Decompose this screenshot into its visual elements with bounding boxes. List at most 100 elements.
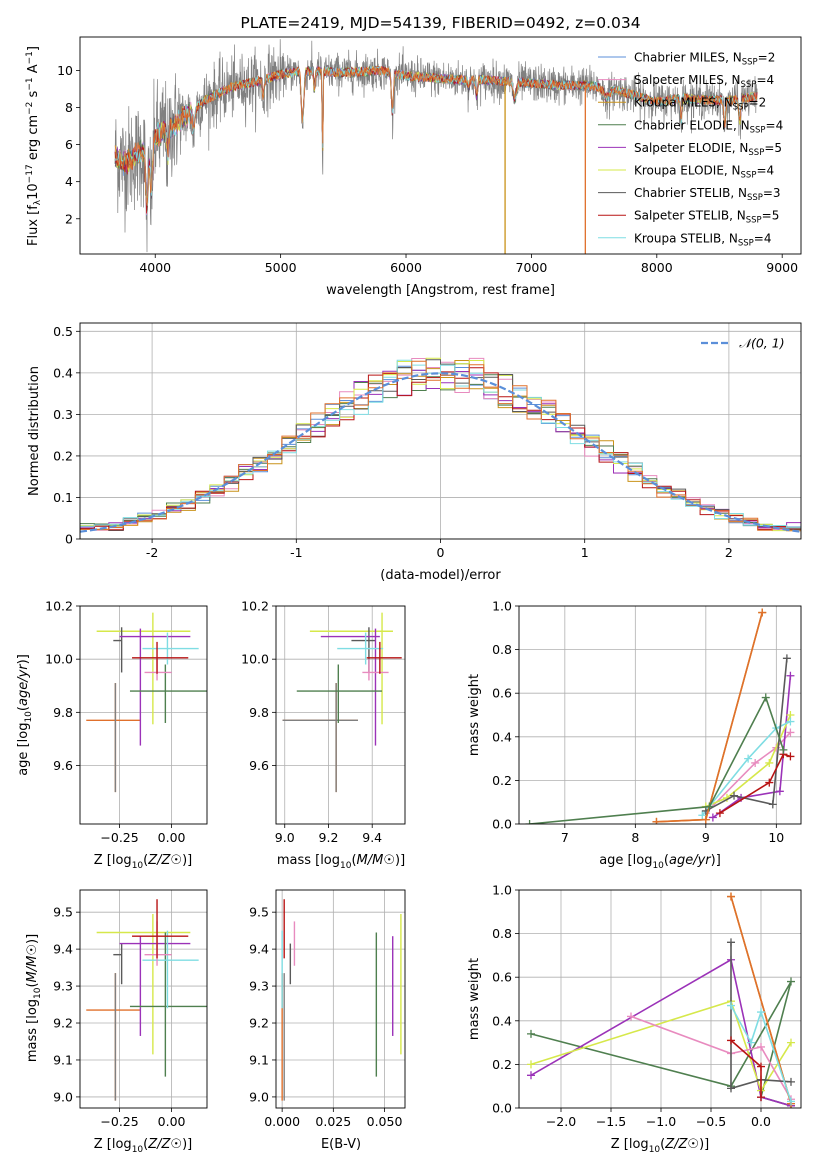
plot-area-weight-Z — [519, 890, 801, 1108]
x-tick-label: 5000 — [265, 260, 297, 275]
y-tick-label: 4 — [65, 174, 73, 189]
x-tick-label: −2.0 — [546, 1114, 576, 1129]
y-axis-label: age [log10(age/yr)] — [16, 654, 34, 776]
y-tick-label: 9.5 — [53, 905, 73, 920]
y-tick-label: 9.3 — [249, 979, 269, 994]
y-tick-label: 0.5 — [53, 324, 73, 339]
axes-frame — [275, 605, 406, 825]
x-tick-label: 2 — [725, 545, 733, 560]
x-tick-label: −0.25 — [100, 1114, 138, 1129]
weight-marker — [715, 809, 724, 818]
y-axis-label: mass weight — [467, 958, 482, 1040]
weight-series-line — [730, 896, 792, 1104]
y-tick-label: 0.4 — [53, 365, 73, 380]
weight-marker — [727, 1036, 735, 1045]
spectrum-model-line — [114, 65, 758, 206]
y-tick-label: 0.4 — [492, 729, 512, 744]
y-tick-label: 9.8 — [53, 705, 73, 720]
weight-series-line — [719, 753, 791, 814]
x-tick-label: 0.000 — [264, 1114, 300, 1129]
y-tick-label: 10.2 — [45, 599, 73, 614]
weight-marker — [705, 802, 714, 811]
plot-area-mass-Z — [80, 890, 207, 1108]
y-tick-label: 0.8 — [492, 642, 512, 657]
weight-series-line — [530, 1000, 792, 1093]
weight-marker — [787, 1097, 795, 1106]
legend-label: Salpeter MILES, NSSP=4 — [634, 73, 774, 90]
plot-area-spectrum — [114, 39, 758, 254]
x-axis-label: mass [log10(M/M☉)] — [277, 853, 405, 871]
y-tick-label: 6 — [65, 137, 73, 152]
x-tick-label: 8000 — [641, 260, 673, 275]
y-tick-label: 9.0 — [249, 1089, 269, 1104]
x-axis-label: (data-model)/error — [380, 568, 501, 583]
y-tick-label: 9.6 — [53, 758, 73, 773]
x-tick-label: −1.0 — [646, 1114, 676, 1129]
weight-marker — [787, 1038, 795, 1047]
y-tick-label: 0.2 — [53, 448, 73, 463]
x-tick-label: 1 — [581, 545, 589, 560]
axes-residuals: -2 -1 0 1 2 0 0.1 0.2 0.3 0.4 0.5 𝒩(0, 1) — [53, 322, 802, 560]
x-axis-label: Z [log10(Z/Z☉)] — [94, 853, 192, 871]
y-tick-label: 0 — [65, 532, 73, 547]
axes-mass-Z: −0.25 0.00 9.0 9.1 9.2 9.3 9.4 9.5 — [53, 889, 208, 1129]
legend-label: Kroupa MILES, NSSP=2 — [634, 96, 766, 113]
weight-marker — [768, 800, 777, 809]
weight-marker — [744, 754, 753, 763]
y-tick-label: 9.8 — [249, 705, 269, 720]
x-axis-label: Z [log10(Z/Z☉)] — [611, 1137, 709, 1155]
weight-marker — [708, 813, 717, 822]
axes-age-Z: −0.25 0.00 9.6 9.8 10.0 10.2 — [45, 599, 208, 845]
x-tick-label: 0.00 — [158, 1114, 186, 1129]
legend-label: Salpeter ELODIE, NSSP=5 — [634, 141, 782, 158]
y-tick-label: 0.1 — [53, 490, 73, 505]
y-tick-label: 9.1 — [53, 1052, 73, 1067]
axes-frame — [79, 605, 208, 825]
legend-label: Kroupa ELODIE, NSSP=4 — [634, 164, 774, 181]
weight-series-line — [701, 720, 791, 816]
legend-label: 𝒩(0, 1) — [739, 336, 785, 351]
x-tick-label: 0 — [437, 545, 445, 560]
weight-marker — [727, 892, 735, 901]
figure-title: PLATE=2419, MJD=54139, FIBERID=0492, z=0… — [240, 14, 640, 32]
x-tick-label: 4000 — [139, 260, 171, 275]
x-tick-label: -1 — [290, 545, 302, 560]
y-tick-label: 2 — [65, 211, 73, 226]
y-axis-label: mass weight — [467, 674, 482, 756]
weight-marker — [786, 728, 795, 737]
weight-marker — [757, 1062, 765, 1071]
weight-marker — [627, 1012, 635, 1021]
x-axis-label: age [log10(age/yr)] — [599, 853, 721, 871]
x-axis-label: E(B-V) — [321, 1137, 361, 1152]
weight-series-line — [630, 1015, 792, 1100]
y-axis-label: Flux [fλ10−17 erg cm−2 s−1 A−1] — [25, 46, 43, 246]
weight-marker — [786, 752, 795, 761]
plot-area-residuals — [80, 323, 801, 539]
x-tick-label: 10 — [768, 830, 784, 845]
x-axis-label: Z [log10(Z/Z☉)] — [94, 1137, 192, 1155]
y-tick-label: 0.4 — [492, 1013, 512, 1028]
spectrum-legend: Chabrier MILES, NSSP=2 Salpeter MILES, NS… — [598, 51, 783, 248]
y-tick-label: 9.0 — [53, 1089, 73, 1104]
y-axis-label: mass [log10(M/M☉)] — [25, 934, 43, 1062]
y-tick-label: 0.6 — [492, 686, 512, 701]
x-tick-label: −1.5 — [596, 1114, 626, 1129]
weight-marker — [757, 1042, 765, 1051]
x-tick-label: 9.4 — [362, 830, 382, 845]
x-tick-label: 0.0 — [751, 1114, 771, 1129]
x-tick-label: −0.5 — [696, 1114, 726, 1129]
y-axis-label: Normed distribution — [27, 366, 42, 496]
y-tick-label: 9.2 — [53, 1016, 73, 1031]
x-tick-label: 0.00 — [158, 830, 186, 845]
x-tick-label: 9 — [702, 830, 710, 845]
x-tick-label: 9000 — [766, 260, 798, 275]
x-axis-label: wavelength [Angstrom, rest frame] — [326, 283, 555, 298]
weight-marker — [527, 1060, 535, 1069]
weight-series-line — [705, 731, 791, 814]
y-tick-label: 0.0 — [492, 817, 512, 832]
y-tick-label: 10 — [57, 63, 73, 78]
y-tick-label: 1.0 — [492, 599, 512, 614]
x-tick-label: 7 — [561, 830, 569, 845]
legend-label: Chabrier STELIB, NSSP=3 — [634, 186, 781, 203]
